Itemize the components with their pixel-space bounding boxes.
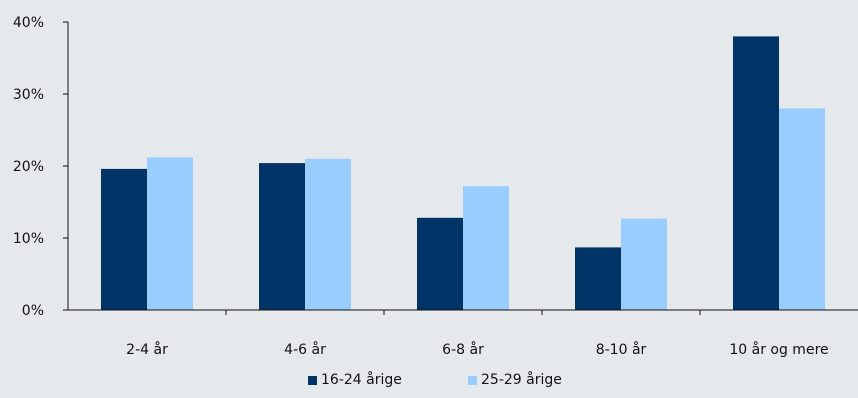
bar-series-2-cat-2: [305, 158, 351, 310]
x-tick-label-5: 10 år og mere: [729, 341, 828, 358]
bar-series-1-cat-5: [733, 36, 779, 311]
bar-series-2-cat-3: [463, 186, 509, 310]
legend-item-series-2: 25-29 årige: [468, 372, 562, 388]
x-tick-label-1: 2-4 år: [126, 341, 168, 358]
legend-label-series-1: 16-24 årige: [321, 372, 402, 388]
y-tick-label-1: 0%: [22, 303, 44, 319]
legend-swatch-series-1: [308, 375, 317, 385]
legend-swatch-series-2: [468, 375, 477, 385]
bar-series-2-cat-5: [779, 108, 825, 311]
x-tick-label-2: 4-6 år: [284, 341, 326, 358]
bar-series-1-cat-1: [101, 168, 147, 310]
y-tick-label-2: 10%: [13, 231, 44, 247]
legend-item-series-1: 16-24 årige: [308, 372, 402, 388]
x-tick-label-4: 8-10 år: [596, 341, 647, 358]
bars-layer: [101, 36, 825, 311]
bar-series-1-cat-3: [417, 217, 463, 310]
bar-series-1-cat-2: [259, 163, 305, 310]
y-tick-label-5: 40%: [13, 15, 44, 31]
y-tick-label-4: 30%: [13, 87, 44, 103]
bar-series-1-cat-4: [575, 247, 621, 310]
bar-series-2-cat-1: [147, 157, 193, 310]
legend: 16-24 årige 25-29 årige: [0, 372, 858, 394]
bar-series-2-cat-4: [621, 218, 667, 310]
y-tick-label-3: 20%: [13, 159, 44, 175]
x-tick-label-3: 6-8 år: [442, 341, 484, 358]
legend-label-series-2: 25-29 årige: [481, 372, 562, 388]
axes-layer: 2-4 år 4-6 år 6-8 år 8-10 år 10 år og mere 0%…: [13, 15, 858, 358]
